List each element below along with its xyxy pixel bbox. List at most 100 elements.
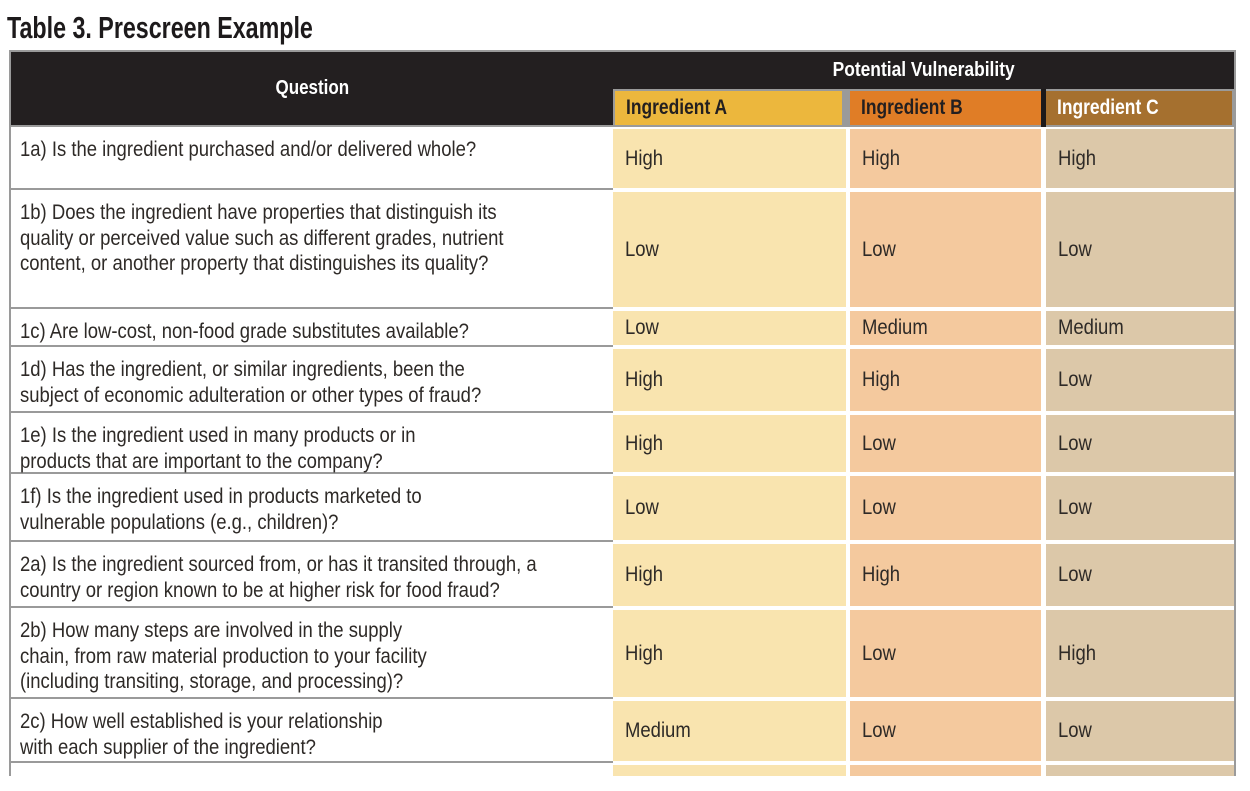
prescreen-table: Question Potential Vulnerability Ingredi… bbox=[9, 50, 1236, 776]
value-cell-ingredient-a: Low bbox=[613, 190, 846, 309]
value-cell-ingredient-a: High bbox=[613, 347, 846, 413]
value-cell-ingredient-a: High bbox=[613, 127, 846, 190]
value-cell-ingredient-b: Medium bbox=[850, 309, 1041, 347]
question-cell: 2b) How many steps are involved in the s… bbox=[11, 608, 613, 699]
column-gap bbox=[1041, 347, 1046, 413]
question-text: 1d) Has the ingredient, or similar ingre… bbox=[20, 358, 482, 407]
value-text-c: Low bbox=[1058, 237, 1092, 261]
value-cell-ingredient-b: High bbox=[850, 542, 1041, 608]
value-cell-ingredient-a: Medium bbox=[613, 699, 846, 763]
ingredient-header-row: Ingredient A Ingredient B Ingredient C bbox=[613, 89, 1234, 127]
column-gap bbox=[1041, 190, 1046, 309]
question-cell: 1c) Are low-cost, non-food grade substit… bbox=[11, 309, 613, 347]
ingredient-b-header: Ingredient B bbox=[848, 89, 1041, 127]
table-row: 1e) Is the ingredient used in many produ… bbox=[11, 413, 1234, 474]
value-text-b: Low bbox=[862, 237, 896, 261]
question-text: 1a) Is the ingredient purchased and/or d… bbox=[20, 138, 477, 161]
table-row: 2a) Is the ingredient sourced from, or h… bbox=[11, 542, 1234, 608]
value-text-a: Medium bbox=[625, 719, 691, 742]
value-cell-ingredient-b: Low bbox=[850, 413, 1041, 474]
value-text-a: High bbox=[625, 563, 664, 586]
question-column-header: Question bbox=[11, 52, 613, 125]
value-cell-ingredient-c: High bbox=[1046, 127, 1234, 190]
column-gap bbox=[1041, 413, 1046, 474]
value-cell-ingredient-c: Low bbox=[1046, 542, 1234, 608]
value-text-b: High bbox=[862, 146, 901, 170]
value-text-b: High bbox=[862, 368, 901, 391]
value-text-a: Low bbox=[625, 237, 659, 261]
value-cell-ingredient-a: Low bbox=[613, 309, 846, 347]
value-cell-ingredient-b bbox=[850, 763, 1041, 776]
value-cell-ingredient-a bbox=[613, 763, 846, 776]
question-header-label: Question bbox=[275, 77, 349, 99]
potential-vulnerability-label: Potential Vulnerability bbox=[832, 59, 1015, 81]
value-text-a: High bbox=[625, 431, 664, 455]
value-cell-ingredient-b: High bbox=[850, 347, 1041, 413]
value-text-c: High bbox=[1058, 641, 1097, 665]
value-text-a: High bbox=[625, 146, 664, 170]
value-text-c: Low bbox=[1058, 496, 1092, 519]
value-cell-ingredient-c: Low bbox=[1046, 190, 1234, 309]
table-title-text: Table 3. Prescreen Example bbox=[7, 10, 313, 45]
question-cell: 2a) Is the ingredient sourced from, or h… bbox=[11, 542, 613, 608]
table-row: 2b) How many steps are involved in the s… bbox=[11, 608, 1234, 699]
column-gap bbox=[846, 542, 850, 608]
value-cell-ingredient-a: High bbox=[613, 413, 846, 474]
table-title: Table 3. Prescreen Example bbox=[7, 11, 415, 45]
value-text-c: Low bbox=[1058, 563, 1092, 586]
question-cell: 1e) Is the ingredient used in many produ… bbox=[11, 413, 613, 474]
value-text-c: Low bbox=[1058, 368, 1092, 391]
value-cell-ingredient-c: Medium bbox=[1046, 309, 1234, 347]
column-gap bbox=[846, 190, 850, 309]
value-cell-ingredient-b: Low bbox=[850, 608, 1041, 699]
column-gap bbox=[1041, 608, 1046, 699]
question-cell: 1d) Has the ingredient, or similar ingre… bbox=[11, 347, 613, 413]
column-gap bbox=[1041, 763, 1046, 776]
table-row: 1d) Has the ingredient, or similar ingre… bbox=[11, 347, 1234, 413]
value-cell-ingredient-c: Low bbox=[1046, 699, 1234, 763]
value-text-c: Medium bbox=[1058, 316, 1124, 339]
question-text: 2c) How well established is your relatio… bbox=[20, 710, 383, 759]
table-row: 1c) Are low-cost, non-food grade substit… bbox=[11, 309, 1234, 347]
value-cell-ingredient-b: Low bbox=[850, 699, 1041, 763]
question-text: 1c) Are low-cost, non-food grade substit… bbox=[20, 320, 469, 343]
column-gap bbox=[846, 699, 850, 763]
value-cell-ingredient-c: High bbox=[1046, 608, 1234, 699]
value-text-a: Low bbox=[625, 316, 659, 339]
value-text-a: High bbox=[625, 368, 664, 391]
ingredient-c-label: Ingredient C bbox=[1057, 96, 1159, 119]
value-text-a: Low bbox=[625, 496, 659, 519]
question-cell: 2c) How well established is your relatio… bbox=[11, 699, 613, 763]
value-cell-ingredient-a: High bbox=[613, 608, 846, 699]
value-text-b: Low bbox=[862, 719, 896, 742]
value-text-c: Low bbox=[1058, 431, 1092, 455]
value-cell-ingredient-a: High bbox=[613, 542, 846, 608]
ingredient-a-label: Ingredient A bbox=[626, 96, 728, 119]
question-text: 1f) Is the ingredient used in products m… bbox=[20, 485, 422, 534]
question-text: 2a) Is the ingredient sourced from, or h… bbox=[20, 553, 537, 602]
column-gap bbox=[846, 474, 850, 542]
value-text-b: Medium bbox=[862, 316, 928, 339]
table-header: Question Potential Vulnerability Ingredi… bbox=[11, 52, 1234, 127]
table-row: 1a) Is the ingredient purchased and/or d… bbox=[11, 127, 1234, 190]
column-gap bbox=[846, 763, 850, 776]
header-column-gap bbox=[1041, 89, 1046, 127]
question-cell: 1f) Is the ingredient used in products m… bbox=[11, 474, 613, 542]
column-gap bbox=[846, 347, 850, 413]
column-gap bbox=[1041, 699, 1046, 763]
question-cell: 1b) Does the ingredient have properties … bbox=[11, 190, 613, 309]
table-row bbox=[11, 763, 1234, 776]
table-row: 2c) How well established is your relatio… bbox=[11, 699, 1234, 763]
table-body: 1a) Is the ingredient purchased and/or d… bbox=[11, 127, 1234, 776]
column-gap bbox=[1041, 542, 1046, 608]
column-gap bbox=[846, 309, 850, 347]
column-gap bbox=[1041, 309, 1046, 347]
question-text: 1b) Does the ingredient have properties … bbox=[20, 201, 504, 276]
value-text-b: Low bbox=[862, 496, 896, 519]
column-gap bbox=[846, 413, 850, 474]
value-text-b: High bbox=[862, 563, 901, 586]
value-cell-ingredient-a: Low bbox=[613, 474, 846, 542]
column-gap bbox=[1041, 127, 1046, 190]
table-row: 1b) Does the ingredient have properties … bbox=[11, 190, 1234, 309]
column-gap bbox=[846, 608, 850, 699]
